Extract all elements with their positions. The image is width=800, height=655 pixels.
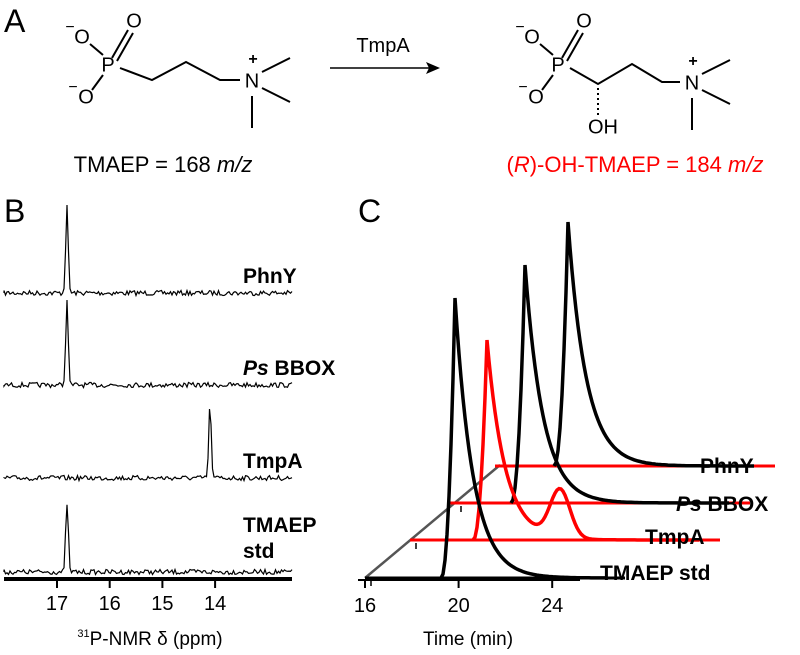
trace-label: TMAEP xyxy=(243,514,317,537)
nmr-trace xyxy=(3,504,293,576)
nmr-traces xyxy=(3,204,293,576)
trace-label: TmpA xyxy=(243,450,303,473)
panel-label: A xyxy=(4,3,26,39)
x-tick-label: 20 xyxy=(447,595,469,617)
hplc-traces xyxy=(365,221,775,580)
x-tick-label: 17 xyxy=(46,593,68,615)
substrate-structure: O P O O N + − − xyxy=(65,10,291,128)
atom: O xyxy=(78,86,94,108)
trace-label: std xyxy=(243,540,275,563)
nmr-trace xyxy=(3,299,293,389)
charge: − xyxy=(68,79,77,96)
charge: + xyxy=(248,51,257,68)
substrate-label: TMAEP = 168 m/z xyxy=(74,152,253,177)
x-tick-label: 14 xyxy=(204,593,226,615)
atom: O xyxy=(524,26,540,48)
peak xyxy=(552,221,754,468)
x-tick-label: 16 xyxy=(354,595,376,617)
atom: N xyxy=(245,70,259,92)
x-tick-label: 15 xyxy=(151,593,173,615)
trace-label: Ps BBOX xyxy=(676,493,768,516)
charge: − xyxy=(518,79,527,96)
trace-label: TmpA xyxy=(645,526,705,549)
charge: − xyxy=(65,19,74,36)
peak xyxy=(439,297,605,580)
product-label: (R)-OH-TMAEP = 184 m/z xyxy=(507,152,764,177)
panel-label: B xyxy=(4,193,25,229)
trace-label: PhnY xyxy=(243,265,297,288)
depth-axis xyxy=(364,464,501,579)
atom: OH xyxy=(588,116,618,138)
atom: P xyxy=(551,54,564,76)
trace-label: Ps BBOX xyxy=(243,357,335,380)
product-structure: O P O O N + − − OH xyxy=(515,10,731,138)
x-axis-label: Time (min) xyxy=(423,629,513,650)
arrow-head xyxy=(426,62,440,74)
atom: O xyxy=(528,86,544,108)
x-tick-label: 16 xyxy=(99,593,121,615)
peak xyxy=(471,339,699,542)
panel-label: C xyxy=(358,193,381,229)
atom: O xyxy=(74,26,90,48)
enzyme-label: TmpA xyxy=(356,35,410,57)
atom: P xyxy=(101,54,114,76)
peak xyxy=(509,264,729,505)
charge: − xyxy=(515,19,524,36)
trace-label: PhnY xyxy=(700,455,754,478)
atom: N xyxy=(685,72,699,94)
atom: O xyxy=(126,10,142,32)
charge: + xyxy=(688,53,697,70)
nmr-trace xyxy=(3,204,293,298)
x-axis-label: 31P-NMR δ (ppm) xyxy=(77,628,222,650)
atom: O xyxy=(576,10,592,32)
nmr-trace xyxy=(3,408,293,483)
trace-label: TMAEP std xyxy=(600,562,710,585)
x-tick-label: 24 xyxy=(541,595,563,617)
